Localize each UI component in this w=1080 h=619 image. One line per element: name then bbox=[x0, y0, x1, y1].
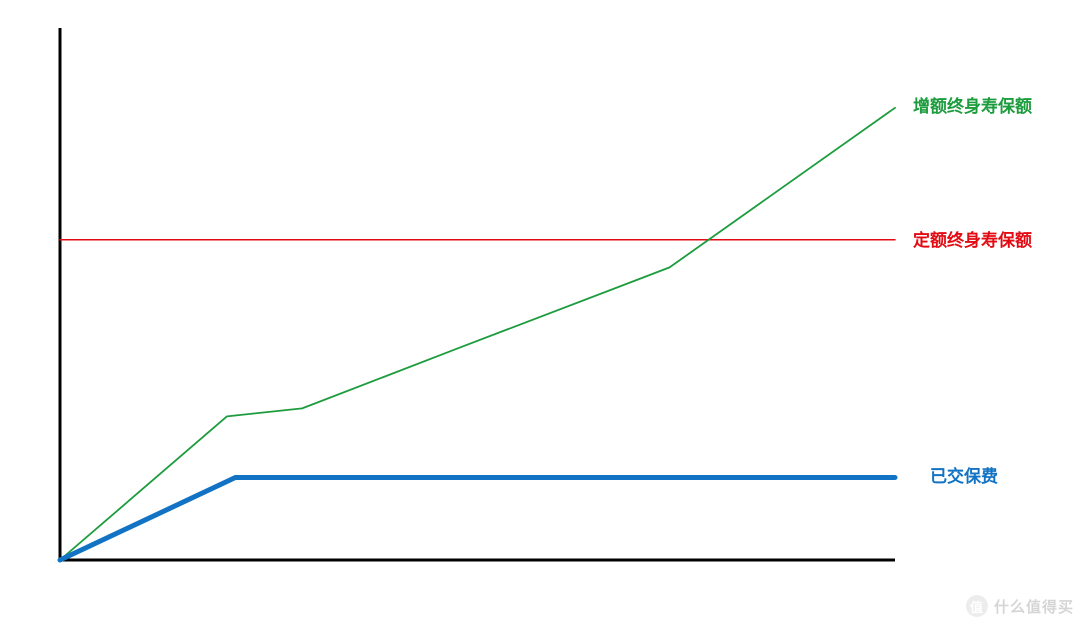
watermark: 值 什么值得买 bbox=[966, 595, 1074, 617]
label-fixed-whole-life: 定额终身寿保额 bbox=[913, 226, 1032, 251]
watermark-badge-icon: 值 bbox=[966, 595, 988, 617]
series-paid-premium bbox=[60, 478, 895, 560]
label-increasing-whole-life: 增额终身寿保额 bbox=[913, 92, 1032, 117]
watermark-text: 什么值得买 bbox=[994, 596, 1074, 617]
label-paid-premium: 已交保费 bbox=[930, 462, 998, 487]
line-chart: 增额终身寿保额 定额终身寿保额 已交保费 值 什么值得买 bbox=[0, 0, 1080, 619]
series-increasing-whole-life bbox=[60, 108, 895, 560]
